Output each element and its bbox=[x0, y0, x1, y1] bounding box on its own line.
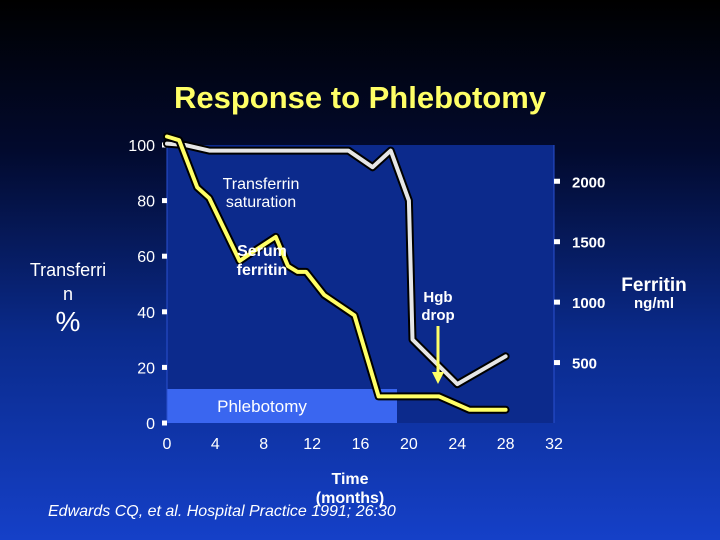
left-axis-label-line-1: Transferri bbox=[30, 260, 106, 280]
x-axis-label-line-2: (months) bbox=[316, 490, 384, 507]
slide-title: Response to Phlebotomy bbox=[173, 80, 547, 115]
plot-area bbox=[167, 145, 554, 423]
serum-ferritin-line bbox=[165, 134, 508, 412]
right-axis-label-line-2: ng/ml bbox=[634, 295, 674, 312]
left-tick-mark bbox=[162, 253, 167, 259]
x-tick-label: 12 bbox=[303, 436, 321, 453]
right-tick-mark bbox=[554, 360, 560, 366]
left-tick-label: 100 bbox=[128, 138, 155, 155]
hgb-drop-arrowhead bbox=[432, 372, 444, 384]
transferrin-saturation-series bbox=[163, 139, 510, 389]
right-tick-label: 500 bbox=[572, 356, 597, 373]
left-tick-mark bbox=[162, 309, 167, 315]
transferrin-label-line-1: Transferrin bbox=[223, 176, 300, 193]
left-tick-label: 80 bbox=[137, 194, 155, 211]
right-axis-label-line-1: Ferritin bbox=[621, 275, 686, 296]
right-tick-label: 1000 bbox=[572, 295, 605, 312]
right-tick-label: 2000 bbox=[572, 174, 605, 191]
x-tick-label: 4 bbox=[211, 436, 220, 453]
ferritin-label-line-1: Serum bbox=[237, 243, 287, 260]
left-axis-label-line-3: % bbox=[56, 306, 81, 337]
transferrin-label-line-2: saturation bbox=[226, 194, 296, 211]
x-tick-label: 16 bbox=[352, 436, 370, 453]
serum-ferritin-series bbox=[163, 132, 510, 414]
right-tick-label: 1500 bbox=[572, 235, 605, 252]
citation: Edwards CQ, et al. Hospital Practice 199… bbox=[48, 503, 396, 520]
right-tick-mark bbox=[554, 178, 560, 184]
left-tick-label: 40 bbox=[137, 305, 155, 322]
left-tick-label: 20 bbox=[137, 360, 155, 377]
x-tick-label: 28 bbox=[497, 436, 515, 453]
left-tick-label: 60 bbox=[137, 249, 155, 266]
phlebotomy-label: Phlebotomy bbox=[217, 397, 307, 416]
left-tick-mark bbox=[162, 364, 167, 370]
right-tick-mark bbox=[554, 239, 560, 245]
x-tick-label: 0 bbox=[163, 436, 172, 453]
hgb-drop-label-line-1: Hgb bbox=[423, 289, 452, 306]
left-axis-label-line-2: n bbox=[63, 284, 73, 304]
transferrin-saturation-line bbox=[165, 141, 508, 387]
left-tick-label: 0 bbox=[146, 416, 155, 433]
x-tick-label: 24 bbox=[448, 436, 466, 453]
left-tick-mark bbox=[162, 420, 167, 426]
phlebotomy-band bbox=[167, 389, 397, 423]
x-tick-label: 32 bbox=[545, 436, 563, 453]
left-tick-mark bbox=[162, 198, 167, 204]
x-tick-label: 8 bbox=[259, 436, 268, 453]
x-tick-label: 20 bbox=[400, 436, 418, 453]
x-axis-label-line-1: Time bbox=[331, 471, 368, 488]
ferritin-label-line-2: ferritin bbox=[237, 262, 288, 279]
hgb-drop-label-line-2: drop bbox=[421, 307, 454, 324]
right-tick-mark bbox=[554, 299, 560, 305]
